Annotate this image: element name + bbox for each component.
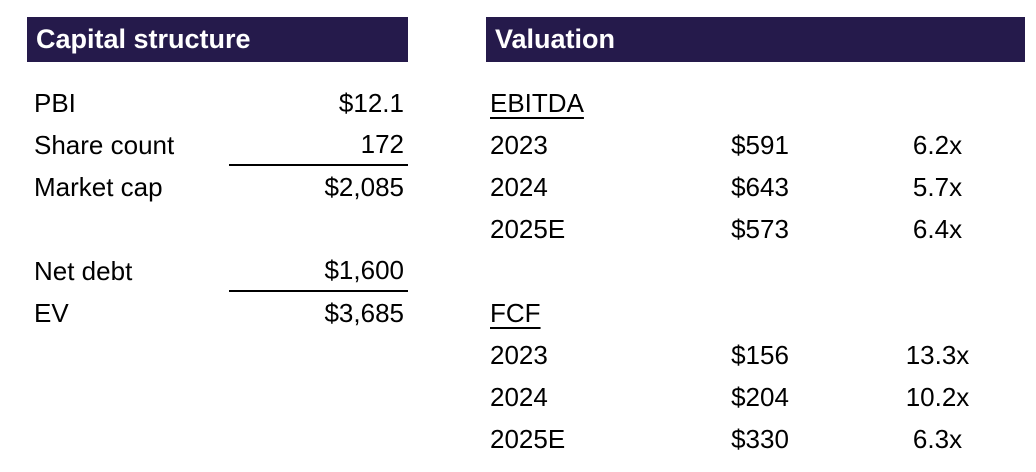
- multiple-value: 6.3x: [912, 423, 963, 454]
- year-label: 2024: [490, 171, 548, 202]
- row-label: Market cap: [34, 171, 163, 202]
- metric-value: $156: [731, 339, 789, 370]
- row-label: Share count: [34, 129, 175, 160]
- blank-row: [486, 250, 1025, 292]
- section-heading-row: EBITDA: [486, 82, 1025, 124]
- row-value: $12.1: [338, 87, 404, 118]
- table-row: 2025E $330 6.3x: [486, 418, 1025, 460]
- year-label: 2024: [490, 381, 548, 412]
- row-value-subtotal-rule: 172: [229, 124, 408, 166]
- row-value-subtotal-rule: $1,600: [229, 250, 408, 292]
- metric-value: $204: [731, 381, 789, 412]
- table-row: 2025E $573 6.4x: [486, 208, 1025, 250]
- year-label: 2025E: [490, 213, 566, 244]
- capital-structure-title: Capital structure: [36, 24, 251, 54]
- table-row: EV $3,685: [27, 292, 408, 334]
- row-value: $2,085: [324, 171, 404, 202]
- capital-structure-header: Capital structure: [27, 17, 408, 62]
- multiple-value: 6.4x: [912, 213, 963, 244]
- table-row: Share count 172: [27, 124, 408, 166]
- row-value: $3,685: [324, 297, 404, 328]
- table-row: 2023 $156 13.3x: [486, 334, 1025, 376]
- year-label: 2023: [490, 339, 548, 370]
- multiple-value: 6.2x: [912, 129, 963, 160]
- year-label: 2025E: [490, 423, 566, 454]
- multiple-value: 10.2x: [905, 381, 970, 412]
- table-row: PBI $12.1: [27, 82, 408, 124]
- metric-value: $330: [731, 423, 789, 454]
- multiple-value: 13.3x: [905, 339, 970, 370]
- capital-structure-panel: Capital structure PBI $12.1 Share count …: [27, 17, 408, 334]
- capital-structure-table: PBI $12.1 Share count 172 Market cap $2,…: [27, 82, 408, 334]
- valuation-panel: Valuation EBITDA 2023 $591 6.2x 2024 $64…: [486, 17, 1025, 460]
- fcf-section-heading: FCF: [490, 297, 541, 328]
- section-heading-row: FCF: [486, 292, 1025, 334]
- blank-row: [27, 208, 408, 250]
- table-row: Market cap $2,085: [27, 166, 408, 208]
- row-label: Net debt: [34, 255, 133, 286]
- table-row: 2024 $204 10.2x: [486, 376, 1025, 418]
- multiple-value: 5.7x: [912, 171, 963, 202]
- table-row: 2024 $643 5.7x: [486, 166, 1025, 208]
- row-label: EV: [34, 297, 69, 328]
- row-label: PBI: [34, 87, 76, 118]
- table-row: 2023 $591 6.2x: [486, 124, 1025, 166]
- year-label: 2023: [490, 129, 548, 160]
- valuation-table: EBITDA 2023 $591 6.2x 2024 $643 5.7x 202…: [486, 82, 1025, 460]
- valuation-title: Valuation: [495, 24, 616, 54]
- ebitda-section-heading: EBITDA: [490, 87, 584, 118]
- metric-value: $591: [731, 129, 789, 160]
- valuation-header: Valuation: [486, 17, 1025, 62]
- table-row: Net debt $1,600: [27, 250, 408, 292]
- metric-value: $643: [731, 171, 789, 202]
- metric-value: $573: [731, 213, 789, 244]
